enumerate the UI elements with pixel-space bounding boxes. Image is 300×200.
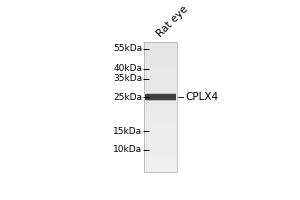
Bar xyxy=(145,112,177,114)
Bar xyxy=(145,110,177,112)
Bar xyxy=(145,63,177,65)
Bar xyxy=(145,160,177,162)
Bar xyxy=(145,157,177,159)
Bar xyxy=(145,144,177,146)
Text: 35kDa: 35kDa xyxy=(113,74,142,83)
Bar xyxy=(145,76,177,78)
Bar xyxy=(145,146,177,148)
Bar xyxy=(145,149,177,151)
Bar xyxy=(145,159,177,161)
Bar xyxy=(145,133,177,135)
Bar xyxy=(145,73,177,75)
Bar xyxy=(145,165,177,167)
Bar xyxy=(145,58,177,60)
Bar xyxy=(145,126,177,128)
Bar xyxy=(145,60,177,62)
Bar xyxy=(145,97,177,99)
Bar xyxy=(145,91,177,93)
Bar xyxy=(145,109,177,110)
Text: 55kDa: 55kDa xyxy=(113,44,142,53)
Bar xyxy=(145,55,177,57)
Text: 15kDa: 15kDa xyxy=(113,127,142,136)
Bar xyxy=(145,123,177,125)
Bar xyxy=(145,138,177,140)
Bar xyxy=(145,42,177,172)
Bar xyxy=(145,147,177,149)
Bar xyxy=(145,143,177,144)
Bar xyxy=(145,154,177,156)
Bar xyxy=(145,68,177,70)
Bar xyxy=(145,46,177,47)
Bar xyxy=(145,120,177,122)
Bar xyxy=(145,115,177,117)
Bar xyxy=(145,94,177,96)
Bar xyxy=(145,170,177,172)
Bar xyxy=(145,50,177,52)
Bar xyxy=(145,47,177,49)
Bar xyxy=(145,105,177,107)
Text: Rat eye: Rat eye xyxy=(155,4,190,39)
Bar xyxy=(145,156,177,157)
Text: 10kDa: 10kDa xyxy=(113,145,142,154)
Bar xyxy=(145,88,177,89)
Bar xyxy=(145,44,177,46)
Bar xyxy=(145,78,177,80)
Bar xyxy=(145,62,177,64)
Bar xyxy=(145,71,177,73)
Bar xyxy=(145,49,177,51)
Bar xyxy=(145,104,177,106)
Bar xyxy=(145,101,177,102)
Bar xyxy=(145,130,177,131)
Bar xyxy=(145,134,177,136)
Text: 25kDa: 25kDa xyxy=(113,93,142,102)
Bar xyxy=(145,99,177,101)
Bar xyxy=(145,167,177,169)
Bar xyxy=(145,122,177,123)
Bar xyxy=(145,141,177,143)
Bar xyxy=(145,42,177,44)
Bar xyxy=(146,93,176,101)
Bar xyxy=(145,96,177,97)
Bar xyxy=(145,94,176,100)
Bar xyxy=(145,89,177,91)
Bar xyxy=(145,83,177,85)
Bar xyxy=(145,107,177,109)
Bar xyxy=(145,75,177,76)
Bar xyxy=(145,139,177,141)
Bar xyxy=(145,152,177,154)
Bar xyxy=(145,92,177,94)
Bar xyxy=(145,70,177,72)
Bar xyxy=(145,125,177,127)
Bar xyxy=(145,84,177,86)
Bar xyxy=(145,118,177,120)
Bar xyxy=(145,136,177,138)
Bar xyxy=(145,131,177,133)
Bar xyxy=(145,164,177,165)
Text: CPLX4: CPLX4 xyxy=(185,92,218,102)
Bar xyxy=(145,86,177,88)
Bar xyxy=(145,57,177,59)
Text: 40kDa: 40kDa xyxy=(113,64,142,73)
Bar xyxy=(145,65,177,67)
Bar xyxy=(145,113,177,115)
Bar xyxy=(145,168,177,170)
Bar xyxy=(145,162,177,164)
Bar xyxy=(145,151,177,152)
Bar xyxy=(145,80,177,81)
Bar xyxy=(145,128,177,130)
Bar xyxy=(145,117,177,118)
Bar xyxy=(145,54,177,55)
Bar xyxy=(145,102,177,104)
Bar xyxy=(145,81,177,83)
Bar xyxy=(145,67,177,68)
Bar xyxy=(145,52,177,54)
